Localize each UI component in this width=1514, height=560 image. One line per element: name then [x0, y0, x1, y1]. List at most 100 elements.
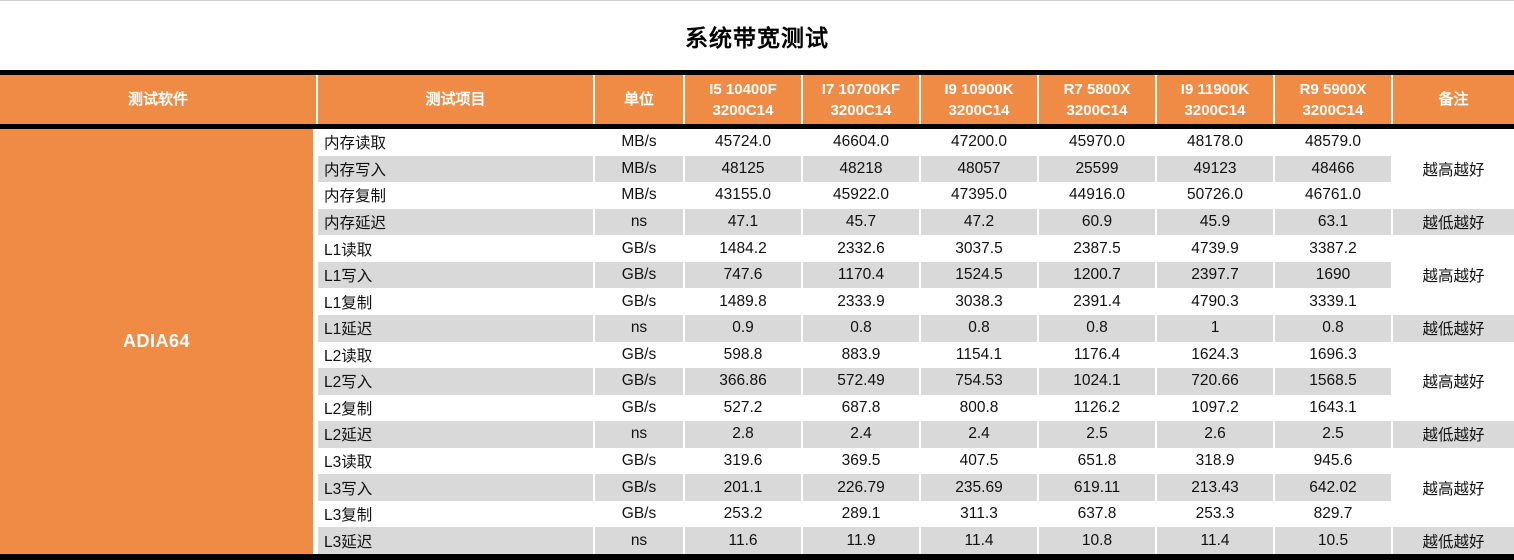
header-item: 测试项目 [318, 75, 593, 124]
cpu-model-label: R7 5800X [1063, 80, 1131, 98]
row-unit: GB/s [595, 474, 683, 501]
cell-value: 0.8 [1039, 314, 1155, 342]
cell-value: 47.2 [921, 208, 1037, 236]
remark-higher-better: 越高越好 [1393, 235, 1514, 315]
header-cpu-i9-11900k: I9 11900K 3200C14 [1157, 75, 1273, 124]
row-item-label: L2写入 [318, 368, 593, 395]
cell-value: 2387.5 [1039, 235, 1155, 262]
cell-value: 1696.3 [1275, 341, 1391, 369]
cell-value: 46761.0 [1275, 182, 1391, 209]
cell-value: 687.8 [803, 394, 919, 422]
cell-value: 0.8 [1275, 314, 1391, 342]
header-remark: 备注 [1393, 75, 1514, 124]
software-name-cell: ADIA64 [0, 129, 316, 554]
row-unit: GB/s [595, 261, 683, 289]
cell-value: 311.3 [921, 500, 1037, 528]
cpu-ram-label: 3200C14 [830, 101, 892, 119]
row-unit: GB/s [595, 235, 683, 262]
row-unit: GB/s [595, 341, 683, 369]
cell-value: 2332.6 [803, 235, 919, 262]
cell-value: 829.7 [1275, 500, 1391, 528]
cpu-ram-label: 3200C14 [1302, 101, 1364, 119]
cell-value: 10.5 [1275, 527, 1391, 554]
remark-lower-better: 越低越好 [1393, 421, 1514, 448]
cell-value: 1624.3 [1157, 341, 1273, 369]
cell-value: 883.9 [803, 341, 919, 369]
cell-value: 319.6 [685, 447, 801, 475]
cell-value: 226.79 [803, 474, 919, 501]
cell-value: 3339.1 [1275, 288, 1391, 315]
header-cpu-i7-10700kf: I7 10700KF 3200C14 [803, 75, 919, 124]
header-software: 测试软件 [0, 75, 316, 124]
cell-value: 2.4 [921, 421, 1037, 448]
cell-value: 4739.9 [1157, 235, 1273, 262]
cell-value: 11.4 [1157, 527, 1273, 554]
cell-value: 1097.2 [1157, 394, 1273, 422]
row-item-label: L3写入 [318, 474, 593, 501]
cell-value: 369.5 [803, 447, 919, 475]
row-unit: ns [595, 208, 683, 236]
page-title: 系统带宽测试 [685, 24, 829, 51]
cell-value: 47200.0 [921, 129, 1037, 156]
row-item-label: L2读取 [318, 341, 593, 369]
cell-value: 253.2 [685, 500, 801, 528]
remark-higher-better: 越高越好 [1393, 341, 1514, 422]
cell-value: 1 [1157, 314, 1273, 342]
cell-value: 1484.2 [685, 235, 801, 262]
row-unit: GB/s [595, 394, 683, 422]
remark-higher-better: 越高越好 [1393, 129, 1514, 209]
cell-value: 0.9 [685, 314, 801, 342]
cpu-model-label: R9 5900X [1299, 80, 1367, 98]
row-item-label: 内存延迟 [318, 208, 593, 236]
header-cpu-r9-5900x: R9 5900X 3200C14 [1275, 75, 1391, 124]
cell-value: 598.8 [685, 341, 801, 369]
cell-value: 45922.0 [803, 182, 919, 209]
cell-value: 1643.1 [1275, 394, 1391, 422]
divider-bottom [0, 554, 1514, 560]
cell-value: 11.6 [685, 527, 801, 554]
cell-value: 3387.2 [1275, 235, 1391, 262]
row-item-label: L1写入 [318, 261, 593, 289]
row-unit: GB/s [595, 500, 683, 528]
cpu-model-label: I5 10400F [709, 80, 777, 98]
cell-value: 800.8 [921, 394, 1037, 422]
row-unit: ns [595, 421, 683, 448]
cell-value: 44916.0 [1039, 182, 1155, 209]
cell-value: 3038.3 [921, 288, 1037, 315]
cell-value: 63.1 [1275, 208, 1391, 236]
remark-lower-better: 越低越好 [1393, 208, 1514, 236]
cell-value: 2391.4 [1039, 288, 1155, 315]
cell-value: 2.5 [1275, 421, 1391, 448]
cell-value: 407.5 [921, 447, 1037, 475]
cell-value: 1489.8 [685, 288, 801, 315]
cell-value: 11.4 [921, 527, 1037, 554]
cell-value: 49123 [1157, 155, 1273, 183]
row-item-label: 内存复制 [318, 182, 593, 209]
remark-lower-better: 越低越好 [1393, 527, 1514, 554]
cell-value: 60.9 [1039, 208, 1155, 236]
cell-value: 10.8 [1039, 527, 1155, 554]
cell-value: 3037.5 [921, 235, 1037, 262]
cell-value: 2397.7 [1157, 261, 1273, 289]
cell-value: 47.1 [685, 208, 801, 236]
cell-value: 46604.0 [803, 129, 919, 156]
cell-value: 754.53 [921, 368, 1037, 395]
cell-value: 318.9 [1157, 447, 1273, 475]
row-unit: MB/s [595, 129, 683, 156]
cell-value: 366.86 [685, 368, 801, 395]
cell-value: 1200.7 [1039, 261, 1155, 289]
cell-value: 43155.0 [685, 182, 801, 209]
cell-value: 1568.5 [1275, 368, 1391, 395]
remark-higher-better: 越高越好 [1393, 447, 1514, 528]
cell-value: 1176.4 [1039, 341, 1155, 369]
row-item-label: L1延迟 [318, 314, 593, 342]
row-unit: MB/s [595, 182, 683, 209]
divider-header [0, 124, 1514, 129]
header-cpu-r7-5800x: R7 5800X 3200C14 [1039, 75, 1155, 124]
row-item-label: 内存写入 [318, 155, 593, 183]
cell-value: 945.6 [1275, 447, 1391, 475]
row-unit: GB/s [595, 447, 683, 475]
table-body: ADIA64 内存读取 MB/s 45724.0 46604.0 47200.0 4597… [0, 129, 1514, 554]
row-item-label: L2复制 [318, 394, 593, 422]
